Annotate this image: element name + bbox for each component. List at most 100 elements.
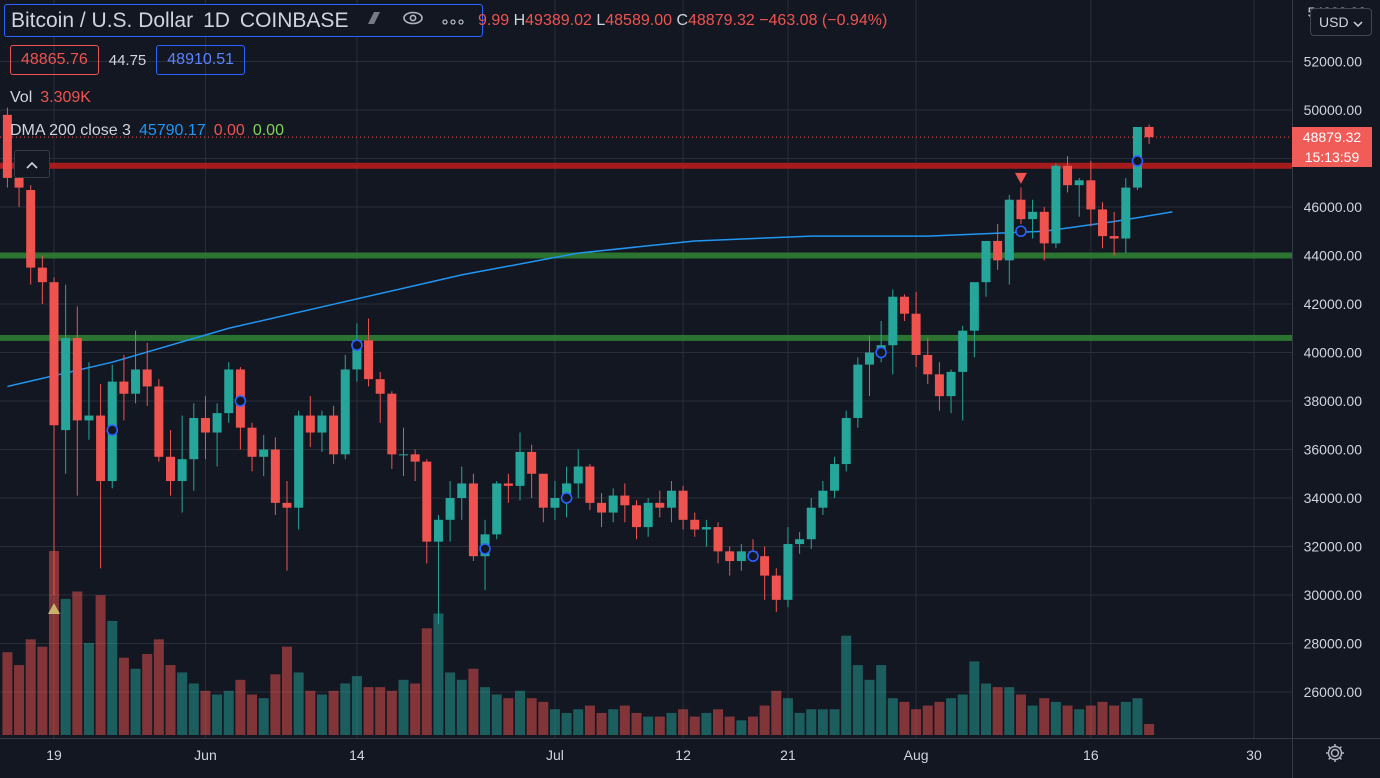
volume-bar [852,665,863,735]
currency-selector[interactable]: USD [1310,8,1372,36]
candle-body [212,413,222,433]
interval-label[interactable]: 1D [203,8,230,32]
candle [1051,163,1061,249]
candle-body [527,451,537,474]
candle-body [608,495,618,513]
volume-bar [701,712,712,735]
signal-circle-marker [479,543,491,555]
volume-bar [1039,698,1050,735]
candle [1004,194,1014,285]
volume-indicator-legend[interactable]: Vol 3.309K [10,89,91,107]
candle-body [317,415,327,433]
grid [0,0,1292,738]
candle-body [364,340,374,380]
bar-chart-icon[interactable] [366,10,384,31]
candle [480,519,490,591]
volume-bar [736,720,747,735]
candle [736,544,746,571]
candle-body [760,556,770,576]
volume-bar [386,690,397,735]
candle [830,456,840,498]
candle [422,459,432,564]
signal-circle-marker [1015,225,1027,238]
candle-body [49,282,59,426]
candle-body [352,340,362,370]
candle-body [795,539,805,545]
candle-body [422,461,432,542]
signal-circle-marker [351,339,363,352]
settings-gear-icon[interactable] [1324,742,1346,770]
candle-body [282,502,292,508]
candle [853,357,863,428]
volume-bar [142,654,153,735]
dma-indicator-legend[interactable]: DMA 200 close 3 45790.17 0.00 0.00 [10,122,284,140]
candle [690,512,700,537]
time-tick-label: 21 [780,747,796,763]
candle-body [375,379,385,394]
candle [49,277,59,595]
volume-bar [2,652,13,735]
triangle-down-marker-icon [1014,172,1027,184]
volume-bar [864,679,875,735]
volume-bar [1062,705,1073,735]
candle [154,379,164,462]
candle-body [259,449,269,457]
signal-circle-marker [234,395,247,407]
candle-body [736,551,746,562]
candle [643,498,653,537]
candle [1109,211,1119,256]
candle [329,405,339,465]
volume-bar [946,698,957,735]
volume-bar [235,679,246,735]
collapse-legend-button[interactable] [14,150,50,178]
candle [946,369,956,414]
close-value: 48879.32 [688,12,755,29]
volume-bar [957,694,968,735]
candle-body [666,490,676,508]
volume-bar [689,716,700,735]
price-tick-label: 50000.00 [1304,102,1363,118]
candle-body [958,330,968,372]
volume-bar [596,712,607,735]
candle [1121,177,1131,254]
candle [934,362,944,411]
support-level [0,252,1292,259]
candle-body [37,267,47,283]
candle [445,481,455,542]
volume-bar [200,690,211,735]
candle [550,481,560,520]
exchange-label: COINBASE [239,8,349,32]
volume-bars [2,551,1155,735]
volume-bar [876,665,887,735]
eye-icon[interactable] [402,10,424,31]
candle [573,449,583,498]
sell-price-button[interactable]: 48865.76 [10,45,99,75]
candle [224,362,234,423]
volume-bar [398,679,409,735]
candle [585,464,595,511]
volume-bar [666,712,677,735]
candle-body [725,551,735,562]
candle [1074,177,1084,217]
volume-bar [421,628,432,735]
candle-body [981,240,991,283]
buy-price-button[interactable]: 48910.51 [156,45,246,75]
symbol-title-box[interactable]: Bitcoin / U.S. Dollar 1D COINBASE [4,4,484,37]
price-tick-label: 26000.00 [1304,684,1363,700]
candle-body [865,352,874,365]
candle-body [177,459,187,482]
candle [562,466,572,518]
volume-bar [223,690,234,735]
candle [981,240,991,297]
candle [200,396,210,460]
volume-bar [724,716,735,735]
volume-bar [1074,709,1085,735]
candle [119,354,129,421]
candle [37,255,47,304]
candle [597,493,607,528]
more-icon[interactable] [442,10,465,31]
time-tick-label: 14 [349,747,365,763]
candle [352,323,362,382]
